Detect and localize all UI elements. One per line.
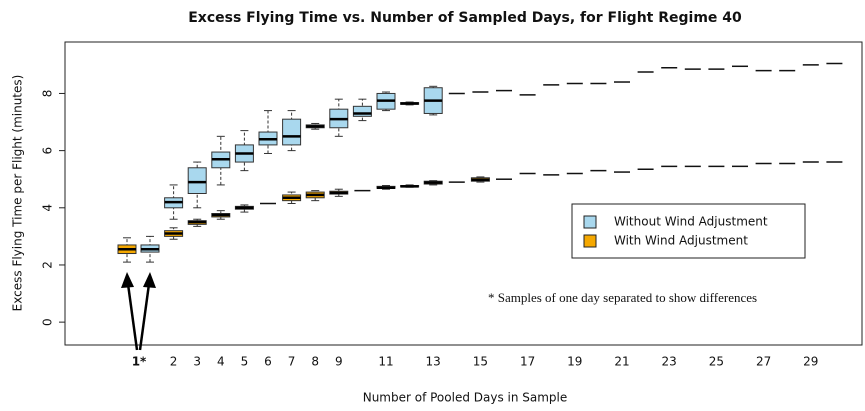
x-axis-label: Number of Pooled Days in Sample [363,391,568,405]
x-tick-label: 9 [335,355,343,369]
box [352,105,372,117]
x-tick-label: 3 [193,355,201,369]
arrow-head [143,272,156,288]
x-tick-label: 5 [241,355,249,369]
x-tick-label: 6 [264,355,272,369]
x-tick-label: 2 [170,355,178,369]
x-tick-label: 17 [520,355,535,369]
x-tick-label: 15 [473,355,488,369]
box [282,118,302,146]
y-tick-label: 2 [41,261,55,269]
x-tick-label: 27 [756,355,771,369]
legend-label: With Wind Adjustment [614,234,748,248]
x-tick-label: 11 [378,355,393,369]
x-tick-label: 13 [426,355,441,369]
plot-frame [64,41,863,346]
arrows [121,272,156,351]
x-tick-label: 23 [662,355,677,369]
legend-label: Without Wind Adjustment [614,215,768,229]
x-tick-label: 8 [311,355,319,369]
y-tick-label: 8 [41,90,55,98]
arrow-line [138,283,151,351]
x-tick-label: 1* [132,355,147,369]
y-tick-label: 6 [41,147,55,155]
y-tick-label: 0 [41,318,55,326]
x-tick-label: 25 [709,355,724,369]
x-tick-label: 4 [217,355,225,369]
x-tick-label: 21 [614,355,629,369]
annotation: * Samples of one day separated to show d… [488,290,757,305]
arrow-line [126,283,139,351]
box [187,167,207,195]
x-tick-label: 29 [803,355,818,369]
arrow-head [121,272,134,288]
x-tick-label: 7 [288,355,296,369]
legend [571,203,806,259]
y-tick-label: 4 [41,204,55,212]
legend-swatch [583,215,597,229]
y-axis-label: Excess Flying Time per Flight (minutes) [11,75,25,312]
legend-swatch [583,234,597,248]
chart-title: Excess Flying Time vs. Number of Sampled… [188,10,742,26]
x-tick-label: 19 [567,355,582,369]
